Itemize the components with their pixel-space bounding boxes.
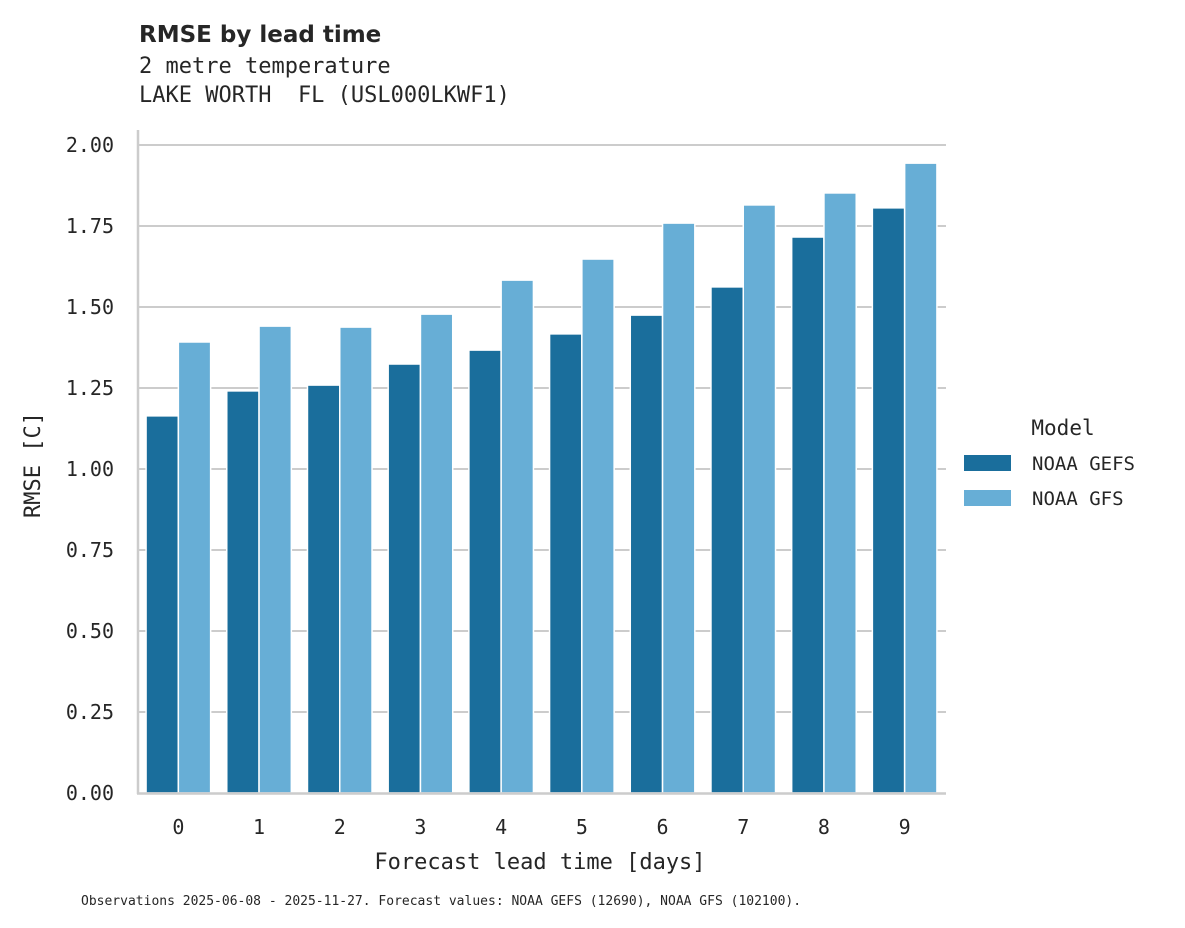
x-tick-label: 9: [899, 815, 911, 839]
y-tick-label: 0.25: [66, 700, 114, 724]
bar-noaa-gfs-lead-6: [661, 222, 696, 794]
x-tick-label: 0: [172, 815, 184, 839]
bar-noaa-gfs-lead-3: [419, 313, 454, 794]
bar-noaa-gfs-lead-9: [903, 162, 938, 794]
x-axis-label: Forecast lead time [days]: [374, 850, 705, 875]
bar-noaa-gfs-lead-5: [581, 258, 615, 794]
bar-noaa-gefs-lead-0: [145, 415, 180, 794]
x-tick-label: 8: [818, 815, 830, 839]
legend-swatch-gfs: [964, 490, 1011, 506]
y-tick-label: 1.25: [66, 376, 114, 400]
x-tick-label: 4: [495, 815, 507, 839]
y-tick-label: 2.00: [66, 133, 114, 157]
bar-noaa-gfs-lead-0: [177, 341, 212, 794]
bar-noaa-gefs-lead-4: [468, 349, 502, 794]
y-axis-label: RMSE [C]: [21, 412, 46, 518]
chart-subtitle-station: LAKE WORTH FL (USL000LKWF1): [139, 83, 510, 108]
bar-noaa-gfs-lead-2: [339, 326, 373, 794]
x-tick-label: 6: [657, 815, 669, 839]
bar-noaa-gfs-lead-8: [823, 192, 857, 794]
bar-noaa-gefs-lead-1: [226, 390, 260, 794]
bar-noaa-gefs-lead-2: [306, 384, 341, 794]
x-tick-label: 1: [253, 815, 265, 839]
bar-noaa-gefs-lead-3: [387, 363, 422, 794]
chart-title: RMSE by lead time: [139, 22, 381, 48]
bar-noaa-gefs-lead-6: [629, 314, 664, 794]
y-tick-label: 1.75: [66, 214, 114, 238]
bar-noaa-gefs-lead-7: [710, 286, 744, 794]
x-axis-ticks: 0 1 2 3 4 5 6 7 8 9: [172, 815, 910, 839]
bar-series: [145, 162, 938, 794]
bar-noaa-gefs-lead-9: [871, 207, 906, 794]
y-tick-label: 0.50: [66, 619, 114, 643]
y-tick-label: 0.00: [66, 781, 114, 805]
x-tick-label: 2: [334, 815, 346, 839]
bar-noaa-gefs-lead-8: [790, 236, 825, 794]
legend-label-gfs: NOAA GFS: [1032, 488, 1124, 510]
legend-label-gefs: NOAA GEFS: [1032, 453, 1135, 475]
bar-noaa-gfs-lead-1: [258, 325, 293, 794]
y-tick-label: 1.50: [66, 295, 114, 319]
legend-title: Model: [1031, 416, 1094, 440]
legend: Model NOAA GEFS NOAA GFS: [964, 416, 1135, 510]
y-axis-ticks: 0.00 0.25 0.50 0.75 1.00 1.25 1.50 1.75 2.00: [66, 133, 114, 805]
x-tick-label: 3: [414, 815, 426, 839]
bar-noaa-gfs-lead-4: [500, 279, 535, 794]
footnote: Observations 2025-06-08 - 2025-11-27. Fo…: [81, 894, 801, 909]
bar-noaa-gefs-lead-5: [548, 333, 583, 794]
legend-swatch-gefs: [964, 455, 1011, 471]
x-tick-label: 5: [576, 815, 588, 839]
x-tick-label: 7: [737, 815, 749, 839]
bar-noaa-gfs-lead-7: [742, 204, 777, 794]
y-tick-label: 0.75: [66, 538, 114, 562]
chart-subtitle-variable: 2 metre temperature: [139, 54, 391, 79]
y-tick-label: 1.00: [66, 457, 114, 481]
